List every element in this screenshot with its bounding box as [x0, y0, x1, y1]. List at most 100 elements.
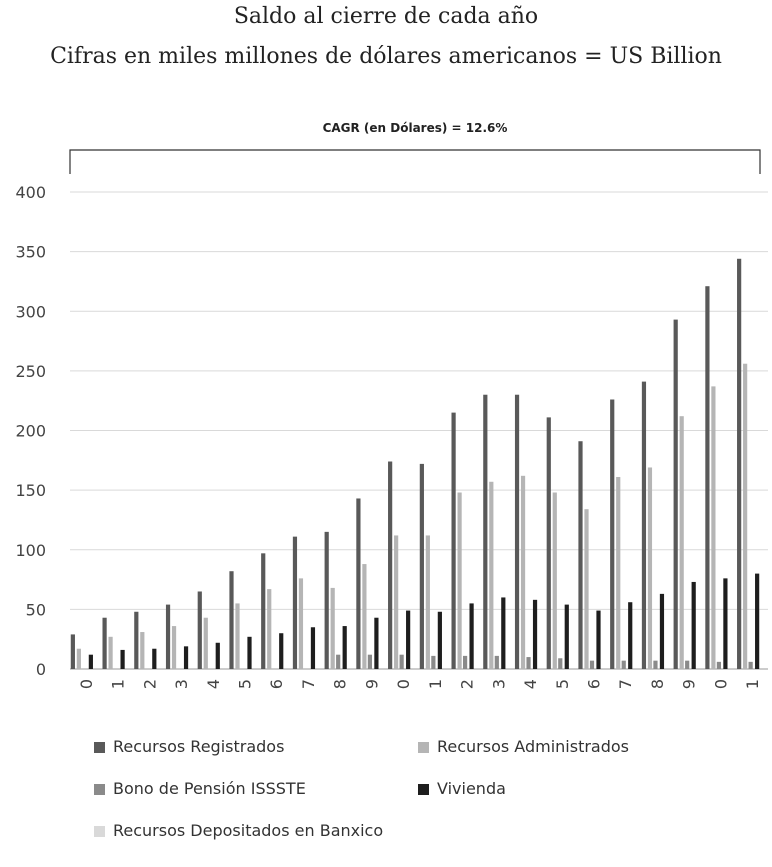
- bar-vivienda-2005: [247, 636, 252, 669]
- legend-item: Bono de Pensión ISSSTE: [94, 779, 306, 798]
- bar-bono-de-pensi-n-issste-2011: [431, 655, 436, 669]
- bar-recursos-administrados-2010: [394, 535, 399, 669]
- legend-item: Vivienda: [418, 779, 506, 798]
- bar-recursos-registrados-2015: [546, 417, 551, 669]
- bar-recursos-registrados-2002: [134, 611, 139, 669]
- bar-recursos-registrados-2003: [165, 604, 171, 669]
- bar-bono-de-pensi-n-issste-2018: [653, 660, 658, 669]
- bar-recursos-registrados-2010: [388, 461, 393, 669]
- legend-label: Vivienda: [437, 779, 506, 798]
- bar-recursos-registrados-2007: [292, 536, 298, 669]
- bar-vivienda-2008: [342, 626, 347, 669]
- legend-swatch: [94, 742, 105, 753]
- bar-recursos-administrados-2015: [552, 492, 557, 669]
- bar-bono-de-pensi-n-issste-2012: [462, 655, 468, 669]
- bar-recursos-registrados-2018: [641, 381, 647, 669]
- bar-recursos-administrados-2011: [425, 535, 430, 669]
- x-tick-label: 2003: [172, 679, 191, 690]
- legend-item: Recursos Administrados: [418, 737, 629, 756]
- bar-recursos-registrados-2016: [578, 441, 583, 669]
- x-tick-label: 2006: [267, 679, 286, 690]
- bar-recursos-administrados-2003: [171, 626, 177, 669]
- bar-recursos-administrados-2009: [362, 564, 367, 669]
- bar-vivienda-2016: [596, 610, 601, 669]
- legend-label: Recursos Depositados en Banxico: [113, 821, 384, 840]
- bar-recursos-administrados-2000: [76, 648, 81, 669]
- bar-recursos-administrados-2020: [711, 386, 716, 669]
- y-tick-label: 150: [15, 481, 46, 500]
- bar-vivienda-2006: [279, 633, 284, 669]
- legend-swatch: [418, 742, 429, 753]
- x-tick-label: 2016: [585, 679, 604, 690]
- legend-label: Recursos Administrados: [437, 737, 630, 756]
- y-tick-label: 200: [15, 422, 46, 441]
- bar-recursos-administrados-2002: [140, 632, 145, 669]
- legend-swatch: [94, 784, 105, 795]
- x-tick-label: 2012: [458, 679, 477, 690]
- bar-recursos-registrados-2014: [514, 394, 520, 669]
- bar-recursos-administrados-2001: [108, 636, 113, 669]
- bar-recursos-registrados-2000: [70, 634, 75, 669]
- legend-item: Recursos Depositados en Banxico: [94, 821, 383, 840]
- bar-recursos-administrados-2013: [489, 481, 494, 669]
- y-tick-label: 400: [15, 183, 46, 202]
- bar-recursos-administrados-2021: [743, 363, 748, 669]
- bar-recursos-administrados-2016: [584, 509, 589, 669]
- bar-vivienda-2013: [501, 597, 506, 669]
- x-tick-label: 2019: [680, 679, 699, 690]
- bar-bono-de-pensi-n-issste-2020: [716, 661, 722, 669]
- y-tick-label: 50: [26, 600, 46, 619]
- x-tick-label: 2005: [236, 679, 255, 690]
- x-tick-label: 2008: [331, 679, 350, 690]
- bar-bono-de-pensi-n-issste-2019: [685, 660, 690, 669]
- bar-recursos-registrados-2020: [705, 286, 710, 669]
- bar-recursos-registrados-2013: [483, 394, 488, 669]
- x-tick-label: 2017: [616, 679, 635, 690]
- bar-vivienda-2003: [183, 646, 189, 669]
- bar-bono-de-pensi-n-issste-2008: [336, 654, 341, 669]
- x-tick-label: 2010: [394, 679, 413, 690]
- bar-vivienda-2000: [88, 654, 93, 669]
- bar-chart: 0 50 100 150 200 250 300 350 400 CAGR (en Dólares…: [15, 121, 768, 690]
- x-tick-label: 2007: [299, 679, 318, 690]
- y-tick-label: 250: [15, 362, 46, 381]
- bar-vivienda-2011: [437, 611, 442, 669]
- bar-recursos-registrados-2004: [197, 591, 202, 669]
- bar-bono-de-pensi-n-issste-2010: [399, 654, 404, 669]
- x-tick-label: 2009: [362, 679, 381, 690]
- bar-bono-de-pensi-n-issste-2015: [558, 658, 563, 669]
- bar-recursos-registrados-2001: [102, 617, 107, 669]
- bar-vivienda-2015: [564, 604, 569, 669]
- y-tick-label: 100: [15, 541, 46, 560]
- bar-recursos-registrados-2006: [261, 553, 266, 669]
- bar-recursos-registrados-2019: [673, 319, 678, 669]
- bar-vivienda-2012: [469, 603, 474, 669]
- bar-vivienda-2009: [374, 617, 379, 669]
- bar-recursos-administrados-2006: [267, 589, 272, 669]
- y-tick-label: 300: [15, 302, 46, 321]
- x-tick-label: 2004: [204, 679, 223, 690]
- bar-vivienda-2019: [691, 581, 696, 669]
- bar-bono-de-pensi-n-issste-2013: [494, 655, 499, 669]
- x-tick-label: 2020: [711, 679, 730, 690]
- bar-bono-de-pensi-n-issste-2014: [526, 657, 531, 669]
- bar-recursos-administrados-2017: [616, 477, 621, 669]
- y-tick-label: 0: [36, 660, 46, 679]
- x-tick-label: 2000: [77, 679, 96, 690]
- legend-label: Bono de Pensión ISSSTE: [113, 779, 306, 798]
- legend-label: Recursos Registrados: [113, 737, 285, 756]
- bar-vivienda-2018: [659, 593, 665, 669]
- chart-subtitle: Cifras en miles millones de dólares amer…: [50, 44, 722, 69]
- bar-vivienda-2010: [406, 610, 411, 669]
- bar-recursos-administrados-2014: [520, 475, 526, 669]
- cagr-annotation: CAGR (en Dólares) = 12.6%: [323, 121, 508, 135]
- bar-vivienda-2004: [215, 642, 220, 669]
- bar-recursos-registrados-2011: [419, 463, 424, 669]
- legend-item: Recursos Registrados: [94, 737, 284, 756]
- bar-recursos-administrados-2004: [203, 617, 208, 669]
- bar-vivienda-2014: [532, 599, 538, 669]
- bar-recursos-registrados-2012: [451, 412, 456, 669]
- bar-recursos-administrados-2012: [457, 492, 462, 669]
- bar-recursos-registrados-2005: [229, 571, 234, 669]
